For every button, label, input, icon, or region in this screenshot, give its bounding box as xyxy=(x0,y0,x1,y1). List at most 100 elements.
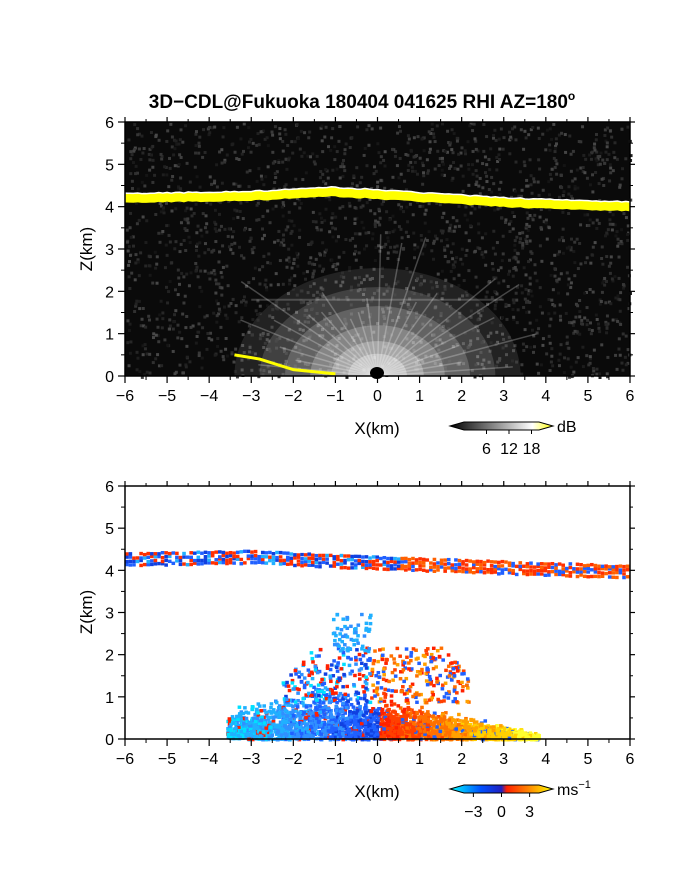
noise-pixel xyxy=(386,251,390,255)
velocity-cell xyxy=(450,569,455,573)
noise-pixel xyxy=(522,147,526,151)
noise-pixel xyxy=(267,347,271,351)
velocity-cell xyxy=(311,718,316,723)
noise-pixel xyxy=(435,338,439,342)
noise-pixel xyxy=(575,237,579,241)
noise-pixel xyxy=(413,160,417,164)
noise-pixel xyxy=(615,157,619,161)
velocity-cell xyxy=(350,562,354,566)
velocity-cell xyxy=(375,720,380,725)
noise-pixel xyxy=(313,263,317,267)
noise-pixel xyxy=(318,293,322,297)
noise-pixel xyxy=(488,280,492,284)
noise-pixel xyxy=(324,125,328,129)
noise-pixel xyxy=(497,137,501,141)
noise-pixel xyxy=(606,355,610,359)
velocity-cell xyxy=(343,711,347,715)
noise-pixel xyxy=(165,139,169,143)
velocity-cell xyxy=(375,725,380,729)
velocity-cell xyxy=(369,717,374,721)
noise-pixel xyxy=(170,209,174,213)
velocity-cell xyxy=(232,554,236,559)
noise-pixel xyxy=(154,133,158,137)
noise-pixel xyxy=(293,202,297,206)
noise-pixel xyxy=(224,313,228,317)
velocity-cell xyxy=(529,569,533,573)
noise-pixel xyxy=(506,284,510,288)
noise-pixel xyxy=(576,267,580,271)
noise-pixel xyxy=(213,227,217,231)
velocity-cell xyxy=(432,565,437,569)
noise-pixel xyxy=(134,201,138,205)
noise-pixel xyxy=(384,231,388,235)
noise-pixel xyxy=(174,207,178,211)
noise-pixel xyxy=(441,341,445,345)
noise-pixel xyxy=(255,143,259,147)
velocity-cell xyxy=(192,561,197,565)
noise-pixel xyxy=(257,143,261,147)
noise-pixel xyxy=(336,262,340,266)
noise-pixel xyxy=(254,309,258,313)
noise-pixel xyxy=(260,177,264,181)
noise-pixel xyxy=(147,314,151,318)
noise-pixel xyxy=(130,271,134,275)
noise-pixel xyxy=(295,197,299,201)
noise-pixel xyxy=(197,351,201,355)
noise-pixel xyxy=(589,357,593,361)
noise-pixel xyxy=(434,234,438,238)
noise-pixel xyxy=(308,300,312,304)
velocity-cell xyxy=(539,572,544,576)
noise-pixel xyxy=(290,229,294,233)
noise-pixel xyxy=(378,249,382,253)
velocity-cell xyxy=(436,568,440,572)
noise-pixel xyxy=(314,220,318,224)
noise-pixel xyxy=(571,149,575,153)
noise-pixel xyxy=(511,359,515,363)
noise-pixel xyxy=(606,126,610,130)
noise-pixel xyxy=(306,154,310,158)
noise-pixel xyxy=(379,155,383,159)
velocity-cell xyxy=(271,708,276,712)
noise-pixel xyxy=(402,356,406,360)
velocity-cell xyxy=(264,561,269,565)
noise-pixel xyxy=(396,280,400,284)
noise-pixel xyxy=(478,247,482,251)
noise-pixel xyxy=(618,309,622,313)
noise-pixel xyxy=(241,149,245,153)
velocity-cell xyxy=(572,567,576,571)
noise-pixel xyxy=(449,164,453,168)
noise-pixel xyxy=(337,336,341,340)
noise-pixel xyxy=(147,152,151,156)
noise-pixel xyxy=(533,271,537,275)
noise-pixel xyxy=(380,266,384,270)
noise-pixel xyxy=(408,297,412,301)
noise-pixel xyxy=(365,201,369,205)
noise-pixel xyxy=(311,262,315,266)
noise-pixel xyxy=(540,311,544,315)
noise-pixel xyxy=(341,158,345,162)
noise-pixel xyxy=(573,187,577,191)
noise-pixel xyxy=(561,194,565,198)
noise-pixel xyxy=(308,334,312,338)
noise-pixel xyxy=(541,337,545,341)
noise-pixel xyxy=(469,315,473,319)
noise-pixel xyxy=(411,213,415,217)
velocity-cell xyxy=(429,568,433,572)
noise-pixel xyxy=(394,150,398,154)
noise-pixel xyxy=(307,243,311,247)
velocity-cell xyxy=(431,716,436,721)
velocity-cell xyxy=(323,727,327,731)
velocity-cell xyxy=(471,570,476,575)
noise-pixel xyxy=(137,132,141,136)
noise-pixel xyxy=(158,313,162,317)
noise-pixel xyxy=(596,157,600,161)
noise-pixel xyxy=(589,261,593,265)
velocity-cell xyxy=(160,551,165,555)
noise-pixel xyxy=(486,302,490,306)
noise-pixel xyxy=(154,333,158,337)
noise-pixel xyxy=(553,274,557,278)
velocity-cell xyxy=(475,559,480,564)
noise-pixel xyxy=(460,146,464,150)
noise-pixel xyxy=(320,269,324,273)
